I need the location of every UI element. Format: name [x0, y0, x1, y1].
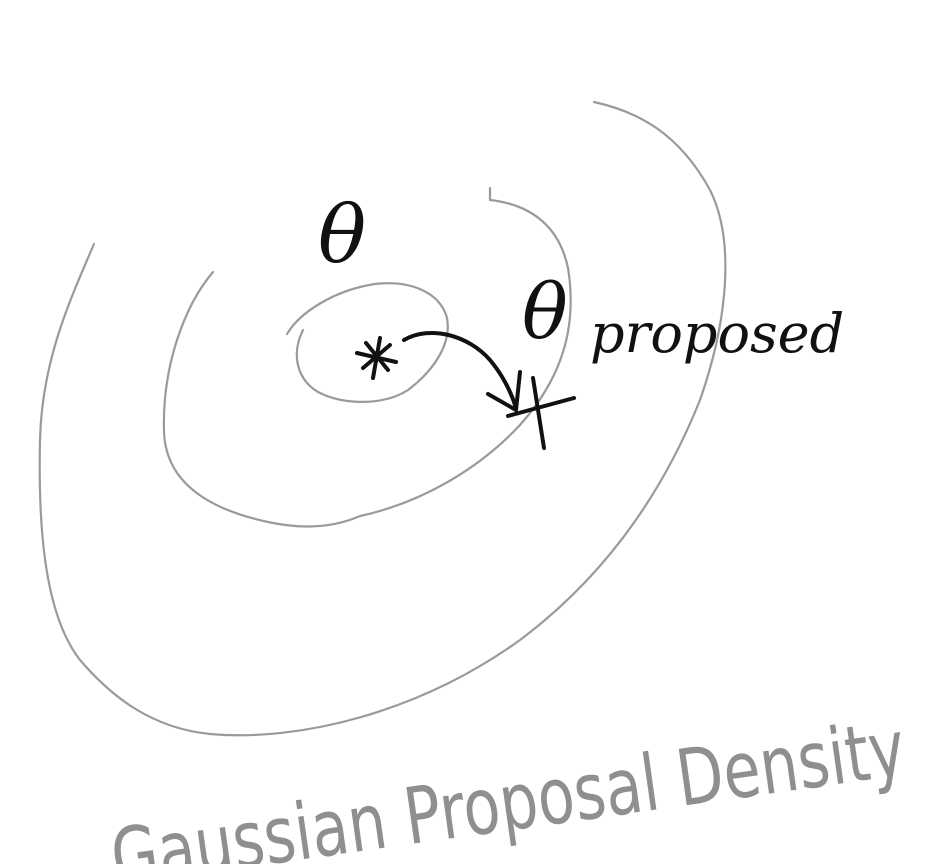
curved-arrow-icon — [402, 331, 522, 412]
density-contours — [38, 100, 727, 737]
asterisk-icon — [355, 336, 398, 380]
cross-icon — [506, 376, 576, 450]
contour-middle — [162, 186, 572, 528]
contour-inner — [285, 282, 449, 403]
proposed-theta-label-group: θ proposed — [522, 267, 844, 365]
diagram-caption: Gaussian Proposal Density — [106, 704, 911, 864]
current-point-group: θ — [318, 188, 398, 380]
proposed-subscript: proposed — [590, 302, 844, 365]
contour-outer — [38, 100, 727, 737]
proposed-theta-label: θ — [522, 267, 568, 356]
caption-group: Gaussian Proposal Density — [106, 704, 911, 864]
current-theta-label: θ — [318, 188, 366, 281]
